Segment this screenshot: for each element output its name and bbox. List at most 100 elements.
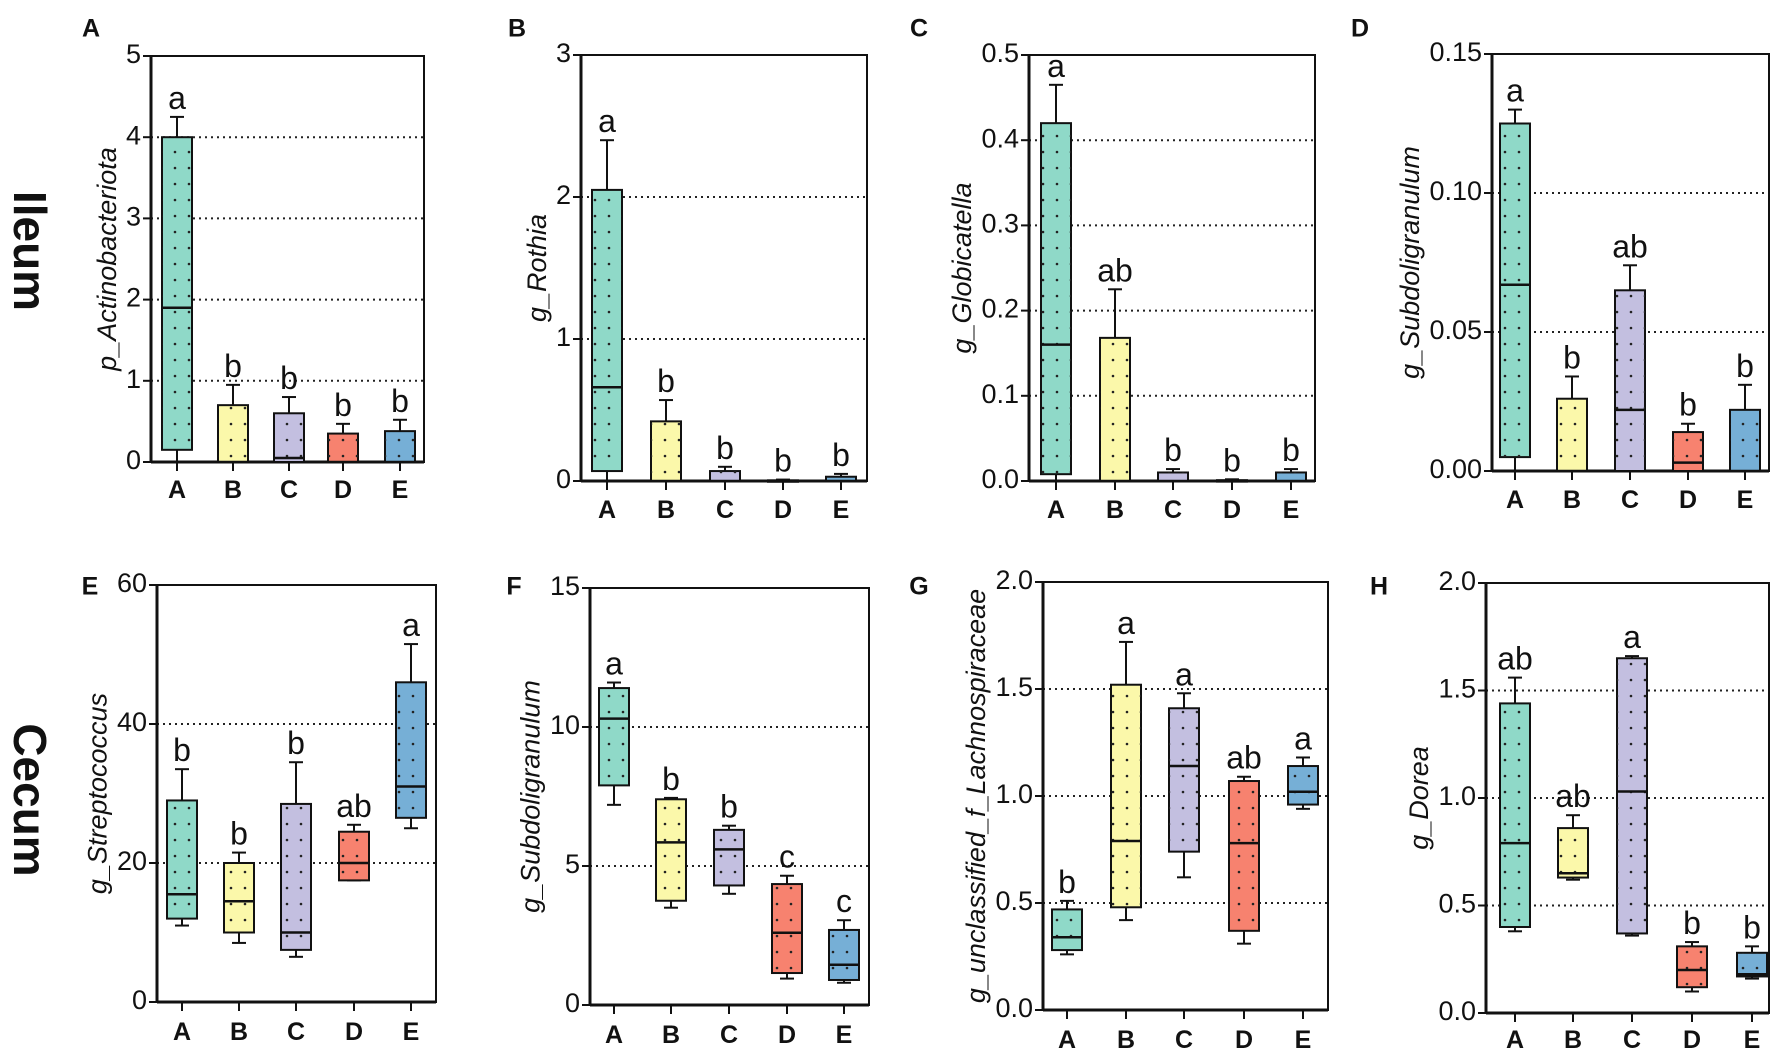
box-dot-pattern xyxy=(1111,684,1141,908)
y-tick-label: 0.1 xyxy=(981,379,1019,409)
box-D: b xyxy=(1216,442,1248,483)
panel-label: E xyxy=(82,573,99,601)
box-dot-pattern xyxy=(1052,909,1082,951)
y-tick-label: 0 xyxy=(556,464,571,494)
panel-H: H 0.0 0.5 1.0 1.5 2.0 g_Dorea ab Aab Ba Cb Db E xyxy=(1370,566,1770,1050)
y-axis-label: g_Globicatella xyxy=(947,182,977,353)
box-dot-pattern xyxy=(592,189,622,472)
panel-label: C xyxy=(910,15,928,43)
significance-letter: a xyxy=(1047,48,1065,84)
box-A: b xyxy=(1051,864,1083,956)
box-A: ab xyxy=(1497,641,1533,933)
box-dot-pattern xyxy=(1558,828,1588,878)
box-A: a xyxy=(161,80,193,462)
box-C: b xyxy=(713,789,745,895)
x-tick-label: E xyxy=(1744,1026,1761,1050)
significance-letter: b xyxy=(391,383,409,419)
box-dot-pattern xyxy=(599,688,629,786)
significance-letter: b xyxy=(230,816,248,852)
panel-label: G xyxy=(909,573,928,601)
x-tick-label: E xyxy=(403,1018,420,1046)
box-B: b xyxy=(1556,339,1588,473)
box-C: b xyxy=(280,725,312,958)
significance-letter: b xyxy=(1282,432,1300,468)
significance-letter: b xyxy=(1058,864,1076,900)
significance-letter: b xyxy=(1563,339,1581,375)
box-dot-pattern xyxy=(651,421,681,481)
significance-letter: a xyxy=(1623,619,1641,655)
box-A: a xyxy=(1040,48,1072,481)
y-tick-label: 40 xyxy=(117,707,147,737)
significance-letter: b xyxy=(334,387,352,423)
box-dot-pattern xyxy=(1100,337,1130,481)
y-tick-label: 2 xyxy=(126,283,141,313)
significance-letter: ab xyxy=(1497,641,1533,677)
significance-letter: b xyxy=(1223,442,1241,478)
x-tick-label: A xyxy=(1506,1026,1524,1050)
panel-label: A xyxy=(82,15,100,43)
panel-F: F 0 5 10 15 g_Subdoligranulum a Ab Bb Cc Dc E xyxy=(506,571,870,1049)
x-tick-label: E xyxy=(1737,486,1754,514)
y-tick-label: 0.05 xyxy=(1429,315,1482,345)
y-tick-label: 0.3 xyxy=(981,209,1019,239)
x-tick-label: B xyxy=(1106,496,1124,524)
box-dot-pattern xyxy=(1169,708,1199,852)
box-D: b xyxy=(1672,387,1704,472)
row-label-cecum: Cecum xyxy=(4,723,56,876)
x-tick-label: C xyxy=(716,496,734,524)
y-tick-label: 1.5 xyxy=(995,672,1033,702)
x-tick-label: C xyxy=(287,1018,305,1046)
x-tick-label: D xyxy=(1235,1026,1253,1050)
x-tick-label: A xyxy=(598,496,616,524)
box-A: a xyxy=(598,646,630,806)
box-E: a xyxy=(395,607,427,830)
x-tick-label: D xyxy=(778,1021,796,1049)
x-tick-label: D xyxy=(1679,486,1697,514)
y-tick-label: 1 xyxy=(556,322,571,352)
plot-frame xyxy=(580,54,868,482)
y-axis-label: g_Dorea xyxy=(1404,746,1434,850)
box-E: a xyxy=(1287,720,1319,810)
x-tick-label: B xyxy=(662,1021,680,1049)
significance-letter: a xyxy=(168,80,186,116)
significance-letter: b xyxy=(662,761,680,797)
y-axis-label: g_Streptococcus xyxy=(83,693,113,894)
box-D: b xyxy=(327,387,359,464)
significance-letter: b xyxy=(1743,909,1761,945)
box-dot-pattern xyxy=(1615,290,1645,471)
box-dot-pattern xyxy=(1288,766,1318,805)
significance-letter: b xyxy=(1736,348,1754,384)
box-dot-pattern xyxy=(281,803,311,950)
y-tick-label: 0.5 xyxy=(1438,889,1476,919)
x-tick-label: B xyxy=(1117,1026,1135,1050)
significance-letter: a xyxy=(1294,720,1312,756)
box-dot-pattern xyxy=(274,413,304,462)
significance-letter: b xyxy=(1164,432,1182,468)
x-tick-label: C xyxy=(1175,1026,1193,1050)
significance-letter: a xyxy=(402,607,420,643)
box-C: b xyxy=(1157,432,1189,483)
y-tick-label: 0.0 xyxy=(981,464,1019,494)
panel-label: H xyxy=(1370,573,1388,601)
x-tick-label: C xyxy=(1164,496,1182,524)
significance-letter: c xyxy=(836,883,852,919)
significance-letter: a xyxy=(1175,656,1193,692)
x-tick-label: A xyxy=(173,1018,191,1046)
x-tick-label: A xyxy=(1058,1026,1076,1050)
y-tick-label: 3 xyxy=(556,38,571,68)
box-dot-pattern xyxy=(218,405,248,462)
x-tick-label: B xyxy=(1564,1026,1582,1050)
box-C: b xyxy=(273,360,305,463)
box-B: ab xyxy=(1097,252,1133,483)
box-dot-pattern xyxy=(162,137,192,450)
box-dot-pattern xyxy=(656,799,686,901)
box-dot-pattern xyxy=(1677,946,1707,988)
box-D: b xyxy=(1676,905,1708,993)
panel-label: D xyxy=(1351,15,1369,43)
y-tick-label: 2.0 xyxy=(995,565,1033,595)
y-tick-label: 5 xyxy=(565,849,580,879)
box-dot-pattern xyxy=(1557,398,1587,471)
box-D: ab xyxy=(336,788,372,882)
box-dot-pattern xyxy=(396,682,426,818)
